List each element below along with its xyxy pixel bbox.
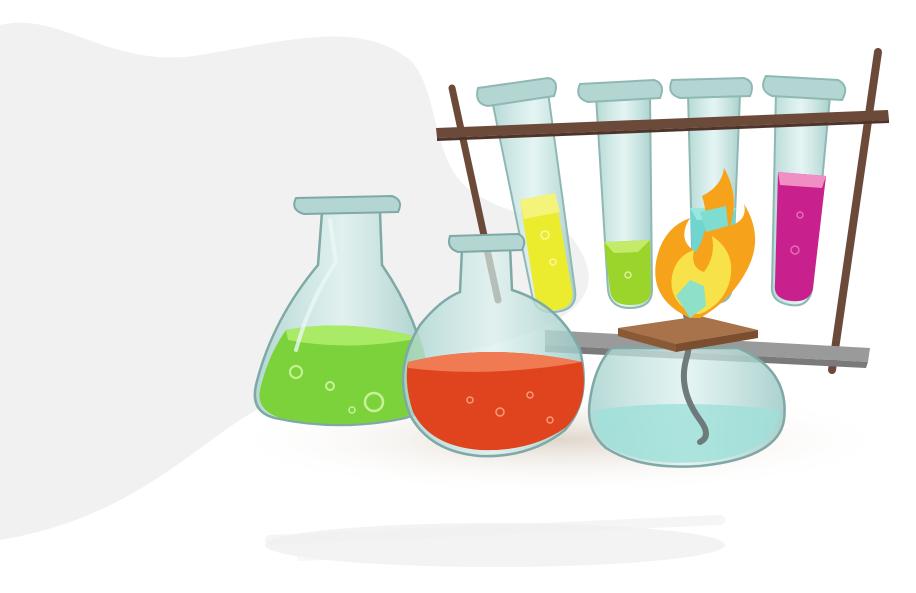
conical-flask-green bbox=[253, 194, 432, 427]
rack-bar bbox=[436, 110, 889, 138]
floor-reflection bbox=[265, 515, 725, 561]
test-tube-magenta bbox=[762, 74, 847, 307]
rack-right-leg bbox=[828, 48, 882, 374]
round-flask-red bbox=[401, 232, 585, 458]
background-blob bbox=[0, 22, 589, 540]
alcohol-burner bbox=[587, 297, 786, 468]
flame bbox=[655, 168, 756, 318]
test-tube-yellow bbox=[476, 76, 577, 314]
test-tube-lime bbox=[577, 78, 663, 310]
